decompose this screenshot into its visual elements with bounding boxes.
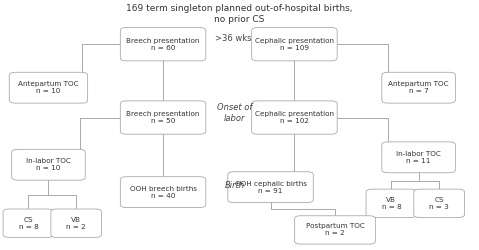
Text: VB
n = 8: VB n = 8	[381, 197, 401, 210]
Text: Breech presentation
n = 50: Breech presentation n = 50	[126, 111, 200, 124]
FancyBboxPatch shape	[3, 209, 54, 237]
Text: Cephalic presentation
n = 109: Cephalic presentation n = 109	[255, 38, 334, 51]
FancyBboxPatch shape	[120, 177, 206, 208]
Text: Antepartum TOC
n = 7: Antepartum TOC n = 7	[388, 81, 449, 94]
Text: >36 wks: >36 wks	[215, 34, 251, 43]
FancyBboxPatch shape	[366, 189, 417, 218]
Text: Cephalic presentation
n = 102: Cephalic presentation n = 102	[255, 111, 334, 124]
Text: In-labor TOC
n = 11: In-labor TOC n = 11	[396, 151, 441, 164]
Text: Antepartum TOC
n = 10: Antepartum TOC n = 10	[18, 81, 79, 94]
Text: OOH cephalic births
n = 91: OOH cephalic births n = 91	[235, 181, 307, 194]
Text: OOH breech births
n = 40: OOH breech births n = 40	[130, 186, 196, 198]
Text: Breech presentation
n = 60: Breech presentation n = 60	[126, 38, 200, 51]
FancyBboxPatch shape	[120, 28, 206, 61]
FancyBboxPatch shape	[120, 101, 206, 134]
Text: Birth: Birth	[225, 182, 245, 190]
FancyBboxPatch shape	[51, 209, 102, 237]
Text: Onset of
labor: Onset of labor	[217, 103, 252, 123]
FancyBboxPatch shape	[11, 149, 85, 180]
FancyBboxPatch shape	[414, 189, 465, 218]
FancyBboxPatch shape	[382, 72, 456, 103]
Text: CS
n = 8: CS n = 8	[19, 217, 38, 230]
FancyBboxPatch shape	[228, 172, 313, 202]
FancyBboxPatch shape	[295, 216, 376, 244]
Text: CS
n = 3: CS n = 3	[429, 197, 449, 210]
Text: VB
n = 2: VB n = 2	[66, 217, 86, 230]
Text: 169 term singleton planned out-of-hospital births,
no prior CS: 169 term singleton planned out-of-hospit…	[126, 4, 353, 24]
FancyBboxPatch shape	[9, 72, 88, 103]
FancyBboxPatch shape	[382, 142, 456, 173]
FancyBboxPatch shape	[251, 101, 337, 134]
FancyBboxPatch shape	[251, 28, 337, 61]
Text: In-labor TOC
n = 10: In-labor TOC n = 10	[26, 158, 71, 171]
Text: Postpartum TOC
n = 2: Postpartum TOC n = 2	[306, 224, 365, 236]
